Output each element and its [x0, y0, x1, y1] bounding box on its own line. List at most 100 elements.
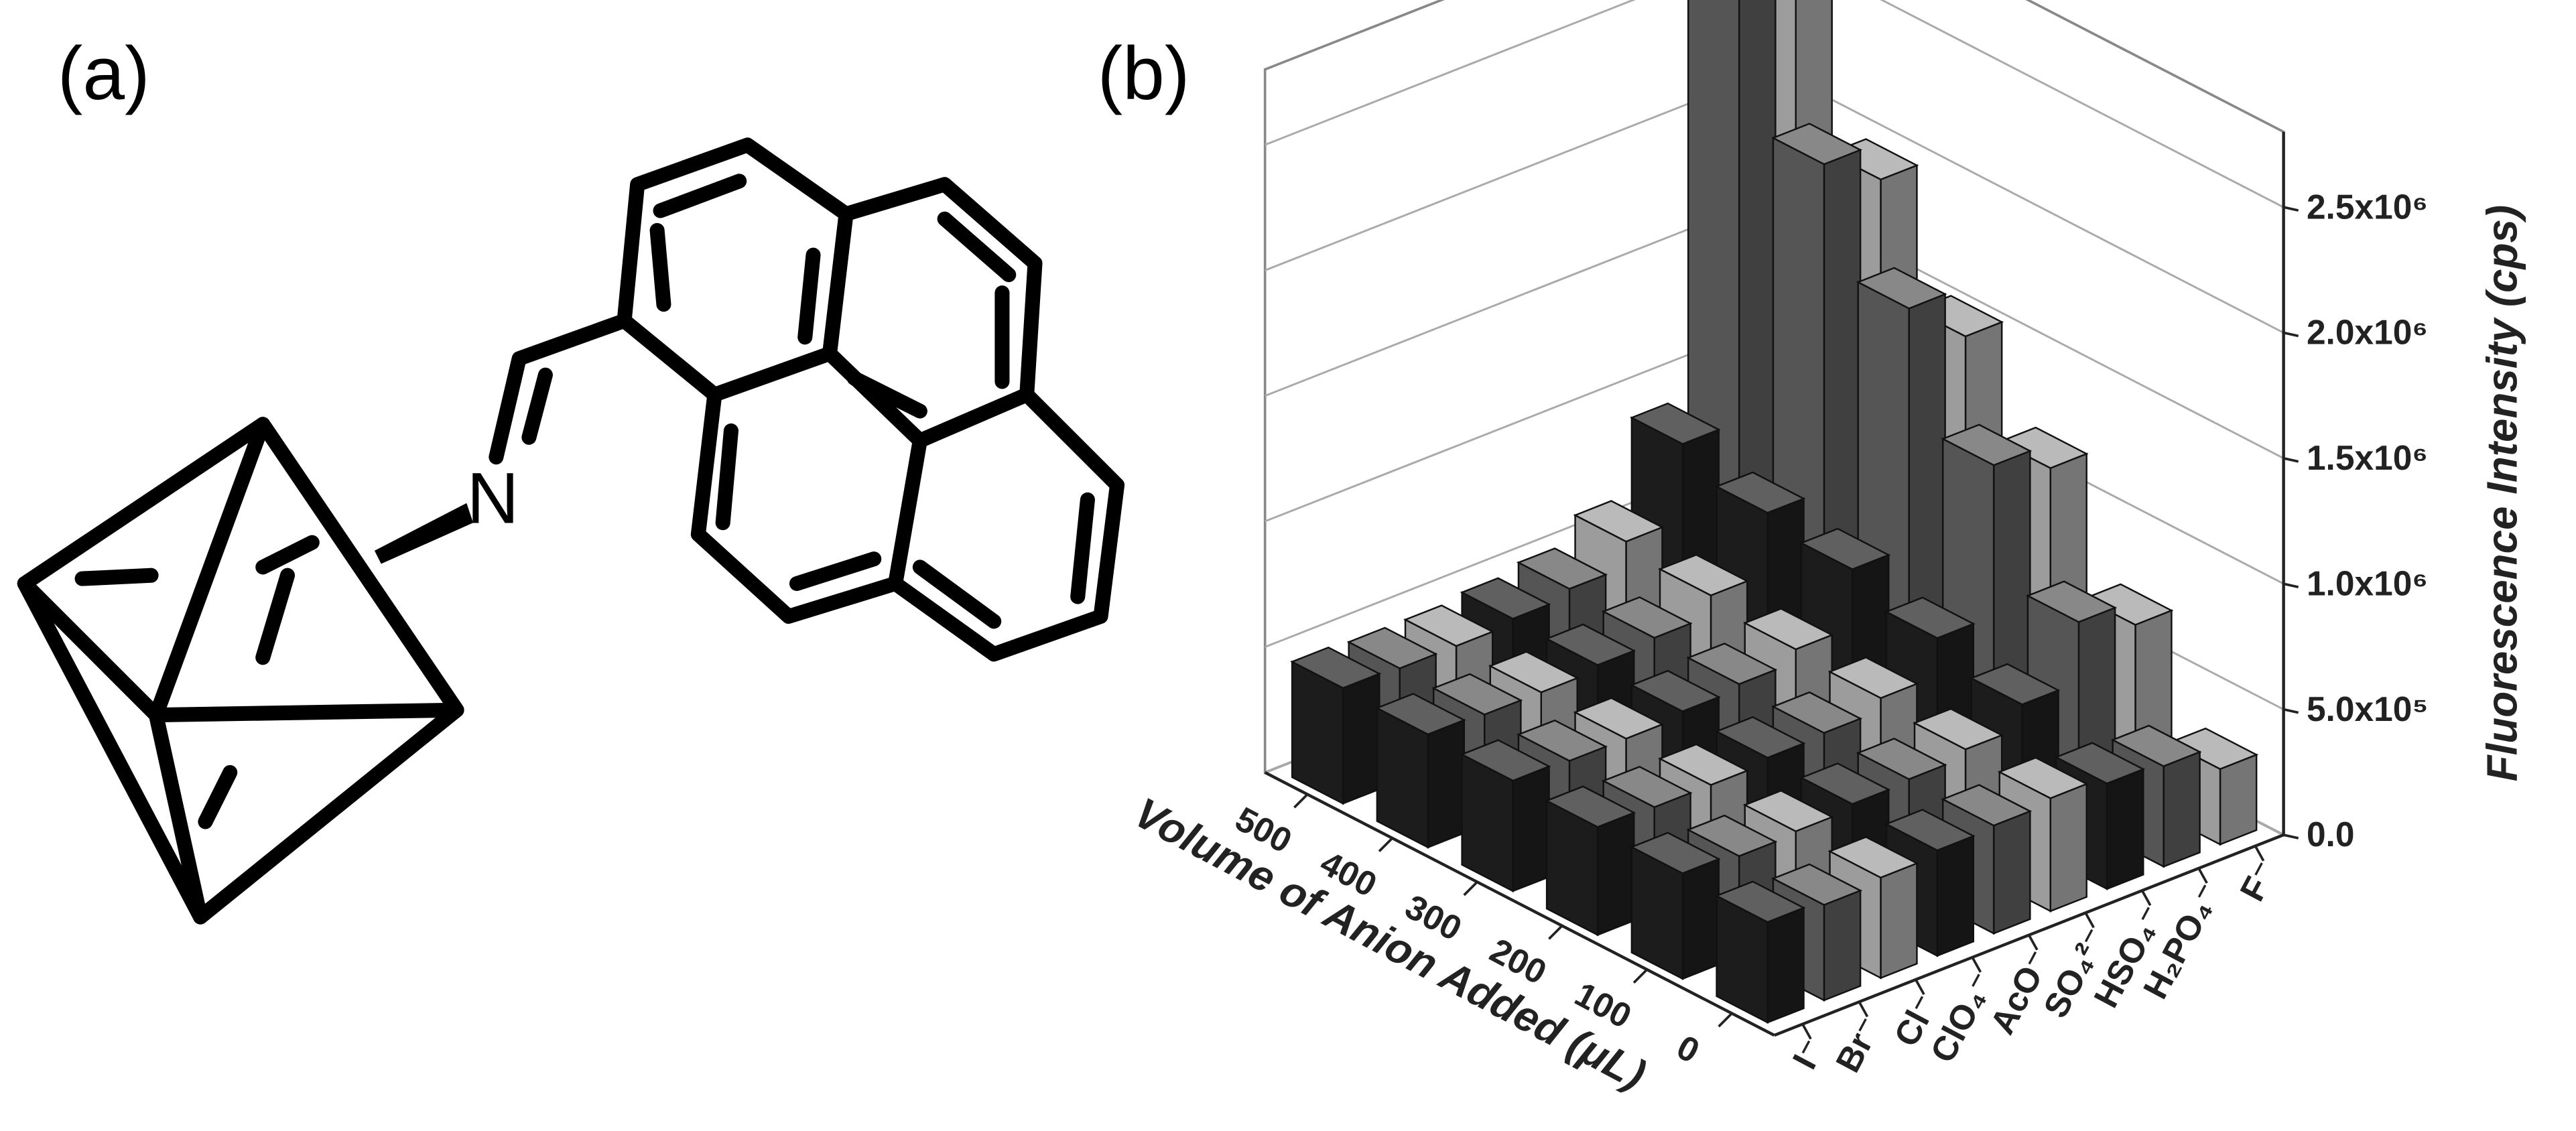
bar-top — [1799, 527, 1891, 570]
bar-top — [2110, 724, 2202, 767]
bar-top — [1601, 765, 1693, 808]
category-tick — [2084, 912, 2095, 929]
bar — [1374, 693, 1466, 849]
bar-top — [2054, 742, 2146, 785]
bar-top — [1516, 719, 1608, 762]
bar-top — [1460, 739, 1551, 782]
bar-top — [1714, 471, 1806, 514]
bar-top — [1856, 267, 1947, 310]
bar-face — [1342, 672, 1380, 805]
bar-top — [1658, 743, 1750, 786]
bar-top — [1460, 577, 1551, 620]
category-tick — [1971, 956, 1982, 973]
x-tick-label: 0 — [1671, 1027, 1706, 1071]
bar-top — [1770, 123, 1863, 165]
bar-top — [1969, 663, 2061, 706]
bar-face — [2106, 768, 2144, 890]
bar-top — [1714, 716, 1806, 759]
ring — [888, 387, 1125, 662]
bar-top — [1290, 646, 1382, 689]
y-tick-label: 1.0x10⁶ — [2307, 563, 2428, 602]
atom-label: N — [467, 457, 519, 538]
bar-top — [1573, 697, 1665, 740]
y-tick-label: 0.0 — [2307, 815, 2355, 854]
bar-top — [1545, 785, 1636, 828]
molecule: N — [17, 137, 1125, 925]
bar-top — [1827, 656, 1919, 700]
bar — [1545, 785, 1636, 937]
bar-face — [1766, 907, 1805, 1024]
y-tick — [2283, 834, 2299, 840]
bar-face — [2049, 783, 2087, 913]
bar-top — [1884, 809, 1976, 852]
bar — [1290, 646, 1382, 805]
bar — [1460, 739, 1551, 892]
bar-face — [1427, 718, 1466, 849]
bar-top — [1714, 880, 1806, 923]
panel-label: (b) — [1098, 31, 1190, 115]
category-tick — [1801, 1023, 1812, 1040]
bar — [1714, 880, 1806, 1024]
bar-top — [1686, 643, 1778, 685]
grid-line — [1265, 0, 2284, 208]
bar-top — [1856, 738, 1947, 781]
category-tick — [1915, 979, 1925, 996]
bar-top — [1686, 814, 1778, 858]
y-tick-label: 1.5x10⁶ — [2307, 438, 2428, 477]
x-tick — [1718, 1012, 1733, 1028]
cage-back-edge — [74, 535, 320, 829]
bar-face — [1596, 811, 1635, 937]
bar-top — [1545, 623, 1636, 666]
bar-top — [1742, 789, 1834, 833]
category-tick — [2254, 845, 2265, 862]
bar-top — [1770, 863, 1863, 906]
bar-top — [1601, 596, 1693, 639]
bar-face — [1512, 765, 1550, 892]
bar-face — [2163, 750, 2201, 868]
bar-top — [1629, 831, 1721, 874]
category-tick — [1858, 1001, 1869, 1018]
bar-top — [1997, 756, 2089, 799]
bar-top — [1913, 708, 2004, 750]
category-label: I⁻ — [1785, 1033, 1832, 1075]
bar-face — [1992, 809, 2031, 935]
bar-top — [1488, 651, 1580, 693]
y-tick-label: 5.0x10⁵ — [2307, 689, 2429, 728]
bar-face — [2219, 753, 2258, 846]
y-tick — [2283, 331, 2299, 338]
x-tick — [1293, 793, 1309, 809]
bar-face — [1936, 834, 1975, 957]
ring — [822, 177, 1043, 448]
category-tick — [2197, 868, 2208, 884]
bar-top — [1827, 836, 1919, 879]
bar-top — [1742, 608, 1834, 651]
y-tick — [2283, 457, 2299, 463]
y-axis-title: Fluorescence Intensity (cps) — [2478, 205, 2526, 781]
x-tick — [1548, 925, 1563, 940]
cage-edge — [17, 417, 464, 925]
y-tick — [2283, 708, 2299, 714]
bar-top — [1941, 423, 2033, 466]
x-axis — [1264, 771, 1775, 1037]
imine-bond — [489, 313, 632, 465]
y-tick — [2283, 206, 2299, 212]
wedge-bond — [374, 503, 474, 564]
x-tick — [1378, 837, 1393, 852]
y-tick-label: 2.0x10⁶ — [2307, 313, 2428, 352]
bar-top — [1658, 553, 1750, 596]
category-tick — [2028, 934, 2039, 951]
bar-top — [1770, 691, 1863, 734]
bar-top — [1516, 547, 1608, 590]
ring — [690, 387, 927, 624]
x-tick — [1463, 881, 1478, 896]
bar-face — [1681, 858, 1720, 980]
bar-top — [1374, 693, 1466, 736]
bar-top — [1799, 762, 1891, 805]
bar-face — [1880, 862, 1918, 980]
y-tick — [2283, 582, 2299, 589]
bar-top — [1346, 626, 1438, 669]
double-bond — [649, 174, 1095, 629]
bar-top — [1573, 500, 1665, 543]
bar-top — [1629, 669, 1721, 713]
